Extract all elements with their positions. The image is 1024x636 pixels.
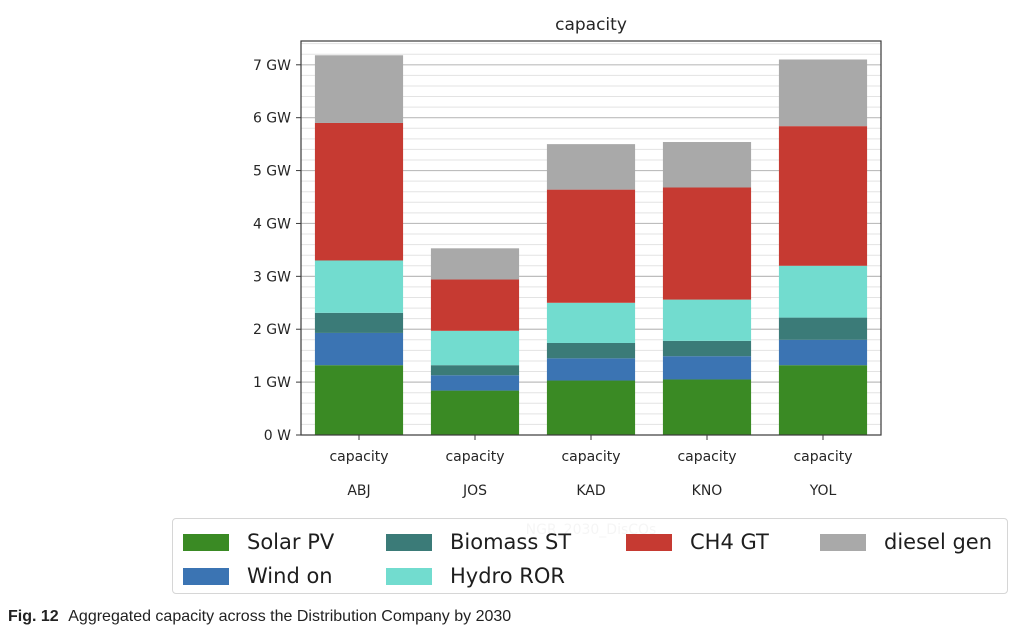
y-tick-label: 4 GW (253, 216, 291, 232)
x-tick-label-top: capacity (445, 449, 504, 465)
bar-stack-abj (314, 55, 404, 435)
bar-stack-jos (430, 248, 520, 435)
bar-segment-wind-on (546, 358, 636, 381)
x-tick-label-top: capacity (677, 449, 736, 465)
y-tick-label: 3 GW (253, 269, 291, 285)
bar-segment-solar-pv (778, 365, 868, 435)
legend-label: Biomass ST (450, 530, 572, 554)
bar-segment-diesel-gen (662, 142, 752, 188)
bar-segment-ch4-gt (546, 189, 636, 303)
bar-segment-ch4-gt (662, 187, 752, 300)
bar-segment-biomass-st (430, 365, 520, 376)
bar-segment-biomass-st (546, 342, 636, 359)
bars-layer (314, 55, 868, 435)
x-tick-label-top: capacity (329, 449, 388, 465)
legend-label: Wind on (247, 564, 333, 588)
bar-segment-diesel-gen (546, 144, 636, 190)
x-tick-label-top: capacity (793, 449, 852, 465)
bar-segment-diesel-gen (430, 248, 520, 280)
legend-item-diesel-gen: diesel gen (820, 529, 992, 555)
x-tick-label-bottom: ABJ (347, 483, 370, 499)
bar-segment-solar-pv (430, 390, 520, 435)
legend-swatch (183, 567, 229, 585)
bar-segment-wind-on (314, 332, 404, 366)
y-tick-label: 0 W (264, 428, 291, 444)
y-tick-label: 5 GW (253, 164, 291, 180)
x-tick-label-bottom: JOS (462, 483, 487, 499)
x-tick-label-top: capacity (561, 449, 620, 465)
x-tick-label-bottom: KAD (576, 483, 605, 499)
bar-segment-ch4-gt (430, 279, 520, 331)
bar-segment-wind-on (430, 375, 520, 391)
chart-title: capacity (555, 15, 627, 35)
bar-segment-ch4-gt (314, 122, 404, 261)
legend-swatch (386, 533, 432, 551)
y-tick-label: 7 GW (253, 58, 291, 74)
legend-item-biomass-st: Biomass ST (386, 529, 571, 555)
figure-caption: Fig. 12 Aggregated capacity across the D… (8, 608, 511, 626)
legend-label: CH4 GT (690, 530, 769, 554)
x-axis: capacity ABJ capacity JOS capacity KAD capacit… (329, 435, 853, 499)
y-axis: 0 W 1 GW 2 GW 3 GW 4 GW 5 GW 6 GW 7 GW (253, 58, 301, 444)
legend-item-ch4-gt: CH4 GT (626, 529, 769, 555)
legend-swatch (386, 567, 432, 585)
bar-segment-diesel-gen (778, 59, 868, 127)
y-tick-label: 2 GW (253, 322, 291, 338)
x-tick-label-bottom: YOL (809, 483, 837, 499)
legend-swatch (626, 533, 672, 551)
legend-swatch (820, 533, 866, 551)
bar-segment-hydro-ror (662, 299, 752, 341)
bar-segment-ch4-gt (778, 126, 868, 266)
legend-label: Hydro ROR (450, 564, 565, 588)
bar-stack-kno (662, 142, 752, 435)
legend: Solar PV Wind on Biomass ST Hydro ROR CH… (172, 518, 1008, 594)
bar-segment-solar-pv (314, 365, 404, 435)
bar-segment-hydro-ror (546, 302, 636, 343)
bar-stack-kad (546, 144, 636, 435)
bar-segment-wind-on (778, 339, 868, 366)
bar-segment-hydro-ror (430, 330, 520, 366)
bar-segment-biomass-st (314, 312, 404, 333)
figure-label: Fig. 12 (8, 608, 59, 625)
legend-item-wind-on: Wind on (183, 563, 333, 589)
legend-swatch (183, 533, 229, 551)
bar-segment-hydro-ror (778, 265, 868, 318)
bar-segment-diesel-gen (314, 55, 404, 123)
bar-segment-solar-pv (662, 379, 752, 435)
y-tick-label: 6 GW (253, 111, 291, 127)
bar-segment-wind-on (662, 356, 752, 380)
x-tick-label-bottom: KNO (692, 483, 723, 499)
legend-label: diesel gen (884, 530, 993, 554)
bar-stack-yol (778, 59, 868, 435)
caption-text: Aggregated capacity across the Distribut… (68, 608, 512, 625)
bar-segment-hydro-ror (314, 260, 404, 313)
bar-segment-solar-pv (546, 380, 636, 435)
bar-segment-biomass-st (778, 317, 868, 340)
legend-item-solar-pv: Solar PV (183, 529, 334, 555)
bar-segment-biomass-st (662, 340, 752, 357)
y-tick-label: 1 GW (253, 375, 291, 391)
legend-item-hydro-ror: Hydro ROR (386, 563, 565, 589)
legend-label: Solar PV (247, 530, 335, 554)
